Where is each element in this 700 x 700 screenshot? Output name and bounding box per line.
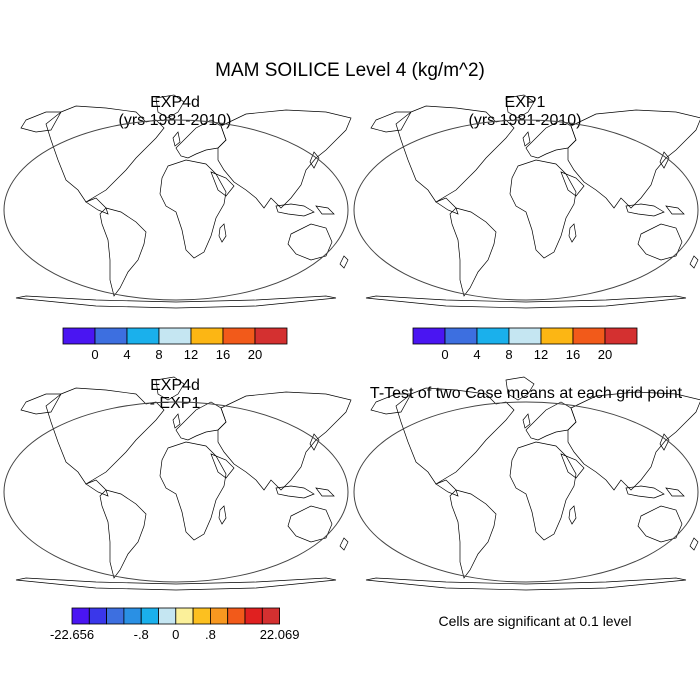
land-fill [366,377,700,420]
panel-title-line1: EXP4d [150,377,200,394]
map-panel-exp1 [353,94,700,309]
map-panel-ttest [353,376,700,591]
significance-note: Cells are significant at 0.1 level [438,613,632,629]
colorbar-tick-label: 0 [441,347,448,362]
colorbar-difference: -22.656 -.8 0 .8 22.069 [50,607,300,642]
colorbar-tick-label: 20 [598,347,612,362]
colorbar-tick-label: 12 [184,347,198,362]
panel-title-line1: EXP1 [504,94,546,111]
map-border [353,119,699,301]
colorbar-swatch [412,327,446,345]
colorbar-tick-label: 8 [505,347,512,362]
colorbar-tick-label: .8 [205,627,216,642]
colorbar-tick-label: 12 [534,347,548,362]
colorbar-swatch [158,327,192,345]
diff-near-zero [16,431,351,435]
soil-ice-high [16,95,351,128]
colorbar-tick-label: 8 [155,347,162,362]
colorbar-swatch [190,327,224,345]
colorbar-tick-label: 20 [248,347,262,362]
figure-title: MAM SOILICE Level 4 (kg/m^2) [215,60,485,81]
colorbar-tick-label: 4 [123,347,130,362]
diff-strong-negative [16,377,351,410]
colorbar-tick-label: 16 [566,347,580,362]
colorbar-swatch [222,327,256,345]
colorbar-tick-label: 22.069 [260,627,300,642]
colorbar-swatch [62,327,96,345]
coastline [15,94,352,309]
colorbar-swatch [175,607,194,625]
soil-ice-high [366,95,700,130]
diff-mild-negative [16,420,351,426]
colorbar-tick-label: 0 [91,347,98,362]
colorbar-swatch [508,327,542,345]
soil-ice-mid-low [366,138,700,144]
colorbar-swatch [123,607,142,625]
panel-title-line1: EXP4d [150,94,200,111]
map-border [353,401,699,583]
colorbar-swatch [476,327,510,345]
colorbar-tick-label: -22.656 [50,627,94,642]
colorbar-tick-label: -.8 [134,627,149,642]
colorbar-swatch [244,607,263,625]
colorbar-tick-label: 4 [473,347,480,362]
map-panel-difference [3,376,352,591]
map-border [3,401,349,583]
colorbar-swatch [106,607,125,625]
colorbar-swatch [94,327,128,345]
colorbar-swatch [88,607,108,625]
colorbar-exp1: 0 4 8 12 16 20 [412,327,638,362]
colorbar-swatch [227,607,246,625]
colorbar-tick-label: 16 [216,347,230,362]
colorbar-swatch [572,327,606,345]
coastline [15,376,352,591]
soil-ice-lower [366,150,700,156]
colorbar-exp4d: 0 4 8 12 16 20 [62,327,288,362]
panel-title-line2: - EXP1 [149,395,201,412]
colorbar-swatch [71,607,90,625]
coastline [365,376,700,591]
colorbar-swatch [254,327,288,345]
colorbar-swatch [261,607,280,625]
soil-ice-lower [16,148,351,153]
colorbar-swatch [540,327,574,345]
coastline [365,94,700,309]
significant-cells [366,377,700,420]
soil-ice-mid-low [16,136,351,142]
colorbar-swatch [604,327,638,345]
colorbar-swatch [209,607,229,625]
diff-negative [16,410,351,420]
colorbar-tick-label: 0 [172,627,179,642]
panel-title-difference: EXP4d - EXP1 [75,377,275,413]
soil-ice-mid [366,130,700,138]
colorbar-swatch [158,607,177,625]
map-border [3,119,349,301]
colorbar-swatch [140,607,159,625]
colorbar-swatch [126,327,160,345]
map-panel-exp4d [3,94,352,309]
colorbar-swatch [444,327,478,345]
colorbar-swatch [192,607,211,625]
